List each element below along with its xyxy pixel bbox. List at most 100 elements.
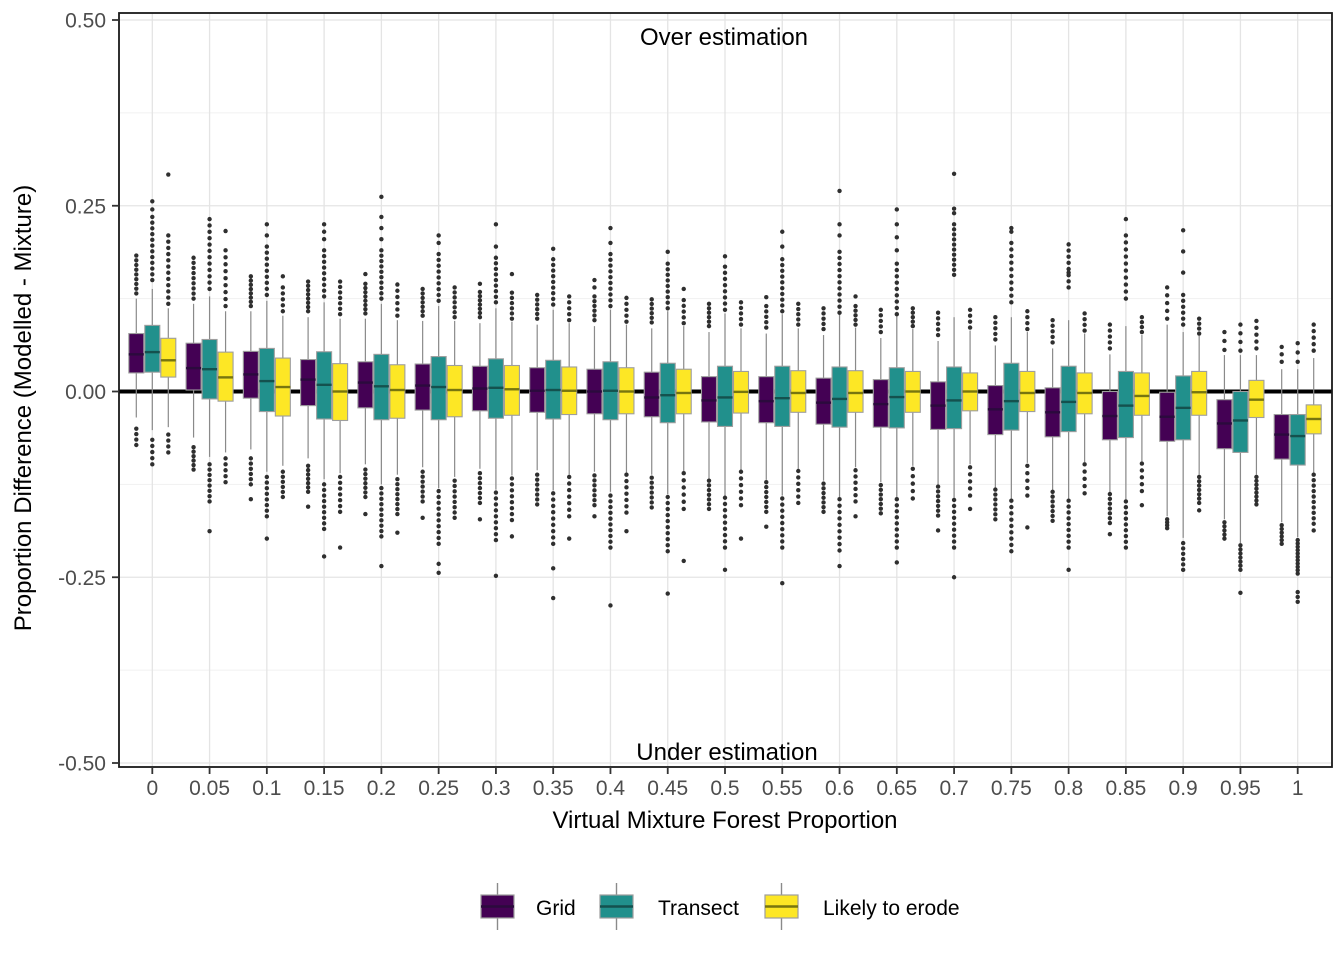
outlier-hi-likely-to-erode-1 — [1311, 328, 1316, 334]
outlier-lo-likely-to-erode-0.75 — [1025, 493, 1030, 498]
outlier-lo-transect-0.2 — [379, 534, 384, 539]
outlier-lo-grid-0.45 — [649, 480, 654, 485]
outlier-lo-grid-0.45 — [649, 495, 654, 500]
outlier-lo-transect-0.15 — [321, 487, 327, 493]
outlier-hi-transect-0.85 — [1123, 216, 1129, 222]
outlier-lo-grid-0.2 — [363, 490, 368, 495]
box-grid-0.6 — [815, 377, 832, 425]
outlier-lo-grid-0.85 — [1107, 501, 1113, 506]
outlier-hi-transect-0.2 — [379, 274, 384, 280]
outlier-hi-grid-0.7 — [935, 321, 941, 327]
outlier-hi-grid-0.85 — [1107, 334, 1113, 339]
outlier-lo-likely-to-erode-0.85 — [1139, 488, 1145, 494]
outlier-lo-grid-0.3 — [477, 500, 483, 506]
outlier-lo-grid-0.65 — [878, 497, 884, 502]
outlier-hi-likely-to-erode-0.15 — [337, 290, 343, 295]
outlier-lo-likely-to-erode-0.15 — [337, 509, 343, 515]
outlier-hi-likely-to-erode-0.3 — [509, 306, 515, 311]
outlier-lo-likely-to-erode-0.5 — [738, 482, 744, 488]
outlier-hi-grid-0 — [134, 253, 139, 258]
outlier-lo-transect-0.35 — [550, 491, 556, 496]
outlier-hi-transect-0.15 — [321, 288, 327, 293]
box-transect-0.45 — [659, 362, 676, 424]
outlier-hi-likely-to-erode-0.65 — [910, 323, 916, 329]
outlier-lo-grid-0.4 — [592, 514, 597, 519]
outlier-lo-transect-0.15 — [321, 521, 327, 526]
outlier-hi-transect-0.7 — [951, 222, 957, 227]
outlier-lo-grid-0.4 — [592, 502, 597, 508]
outlier-lo-grid-0.15 — [305, 489, 311, 495]
outlier-lo-likely-to-erode-0.1 — [280, 479, 286, 485]
outlier-lo-transect-0.85 — [1123, 528, 1129, 533]
outlier-lo-grid-0.7 — [935, 489, 941, 494]
outlier-lo-likely-to-erode-0.75 — [1025, 525, 1030, 530]
outlier-lo-transect-0 — [150, 455, 155, 461]
outlier-hi-transect-0.75 — [1009, 253, 1014, 259]
outlier-lo-transect-0.65 — [894, 539, 900, 544]
outlier-hi-grid-0.6 — [821, 326, 826, 332]
box-likely-to-erode-0.75 — [1019, 370, 1036, 413]
x-tick-label: 0.7 — [939, 777, 968, 800]
outlier-hi-likely-to-erode-0 — [166, 282, 171, 288]
outlier-hi-transect-0.55 — [780, 268, 785, 274]
outlier-lo-likely-to-erode-0.45 — [681, 485, 686, 490]
outlier-lo-grid-0.55 — [764, 499, 769, 505]
outlier-hi-transect-0.8 — [1066, 242, 1071, 247]
outlier-hi-likely-to-erode-0.05 — [223, 248, 228, 253]
outlier-lo-transect-0.8 — [1066, 539, 1071, 544]
x-tick-label: 0.65 — [876, 777, 917, 800]
outlier-hi-transect-0.4 — [608, 274, 613, 280]
outlier-hi-transect-0.75 — [1009, 247, 1014, 252]
outlier-lo-likely-to-erode-0.5 — [738, 476, 744, 481]
outlier-hi-likely-to-erode-0.45 — [681, 315, 686, 320]
outlier-lo-grid-0.95 — [1222, 528, 1227, 533]
box-transect-0.95 — [1232, 390, 1249, 453]
outlier-hi-transect-0.15 — [321, 222, 327, 227]
outlier-lo-transect-0.6 — [837, 522, 842, 528]
outlier-hi-transect-0.1 — [264, 244, 270, 249]
outlier-lo-transect-0.75 — [1009, 549, 1014, 554]
outlier-hi-grid-0 — [134, 291, 139, 296]
outlier-hi-transect-0.65 — [894, 261, 900, 266]
outlier-lo-grid-0.55 — [764, 524, 769, 529]
outlier-lo-transect-0.15 — [321, 493, 327, 498]
outlier-hi-grid-0.4 — [592, 317, 597, 323]
y-tick-label: -0.25 — [58, 567, 106, 590]
outlier-hi-grid-0.25 — [420, 309, 425, 314]
outlier-hi-likely-to-erode-0.05 — [223, 255, 228, 260]
outlier-hi-grid-0 — [134, 258, 139, 263]
outlier-hi-likely-to-erode-0.45 — [681, 303, 686, 309]
outlier-hi-transect-0.35 — [550, 285, 556, 290]
outlier-lo-likely-to-erode-0.95 — [1254, 502, 1259, 507]
outlier-hi-transect-0.75 — [1009, 240, 1014, 246]
outlier-hi-likely-to-erode-0.65 — [910, 306, 916, 311]
x-tick-label: 0.1 — [252, 777, 281, 800]
outlier-hi-transect-0.8 — [1066, 248, 1071, 253]
outlier-hi-grid-0.9 — [1164, 285, 1170, 290]
box-transect-0.8 — [1060, 365, 1077, 433]
outlier-hi-grid-0.75 — [993, 320, 998, 325]
outlier-lo-transect-1 — [1295, 551, 1300, 556]
outlier-lo-transect-0.4 — [608, 545, 613, 550]
outlier-hi-grid-0.4 — [592, 285, 597, 290]
outlier-lo-likely-to-erode-0 — [166, 444, 171, 449]
box-transect-1 — [1289, 413, 1306, 466]
outlier-lo-grid-0.7 — [935, 513, 941, 518]
outlier-lo-transect-0.9 — [1180, 567, 1186, 573]
outlier-hi-transect-0.7 — [951, 272, 957, 278]
outlier-hi-grid-0.6 — [821, 311, 826, 316]
outlier-lo-grid-0.4 — [592, 478, 597, 483]
outlier-lo-grid-0.75 — [993, 507, 998, 512]
outlier-hi-transect-0.95 — [1238, 322, 1243, 327]
outlier-lo-grid-0.8 — [1050, 504, 1055, 509]
outlier-lo-transect-0.3 — [493, 502, 499, 507]
outlier-lo-transect-0 — [150, 443, 155, 449]
outlier-hi-grid-0.9 — [1164, 300, 1170, 306]
outlier-lo-likely-to-erode-0.8 — [1082, 469, 1087, 474]
outlier-hi-transect-0 — [150, 231, 155, 237]
outlier-lo-grid-0.35 — [534, 502, 540, 507]
outlier-hi-likely-to-erode-0.3 — [509, 271, 515, 277]
outlier-hi-likely-to-erode-0.05 — [223, 296, 228, 302]
outlier-hi-likely-to-erode-0.15 — [337, 284, 343, 290]
outlier-lo-grid-0.65 — [878, 501, 884, 507]
